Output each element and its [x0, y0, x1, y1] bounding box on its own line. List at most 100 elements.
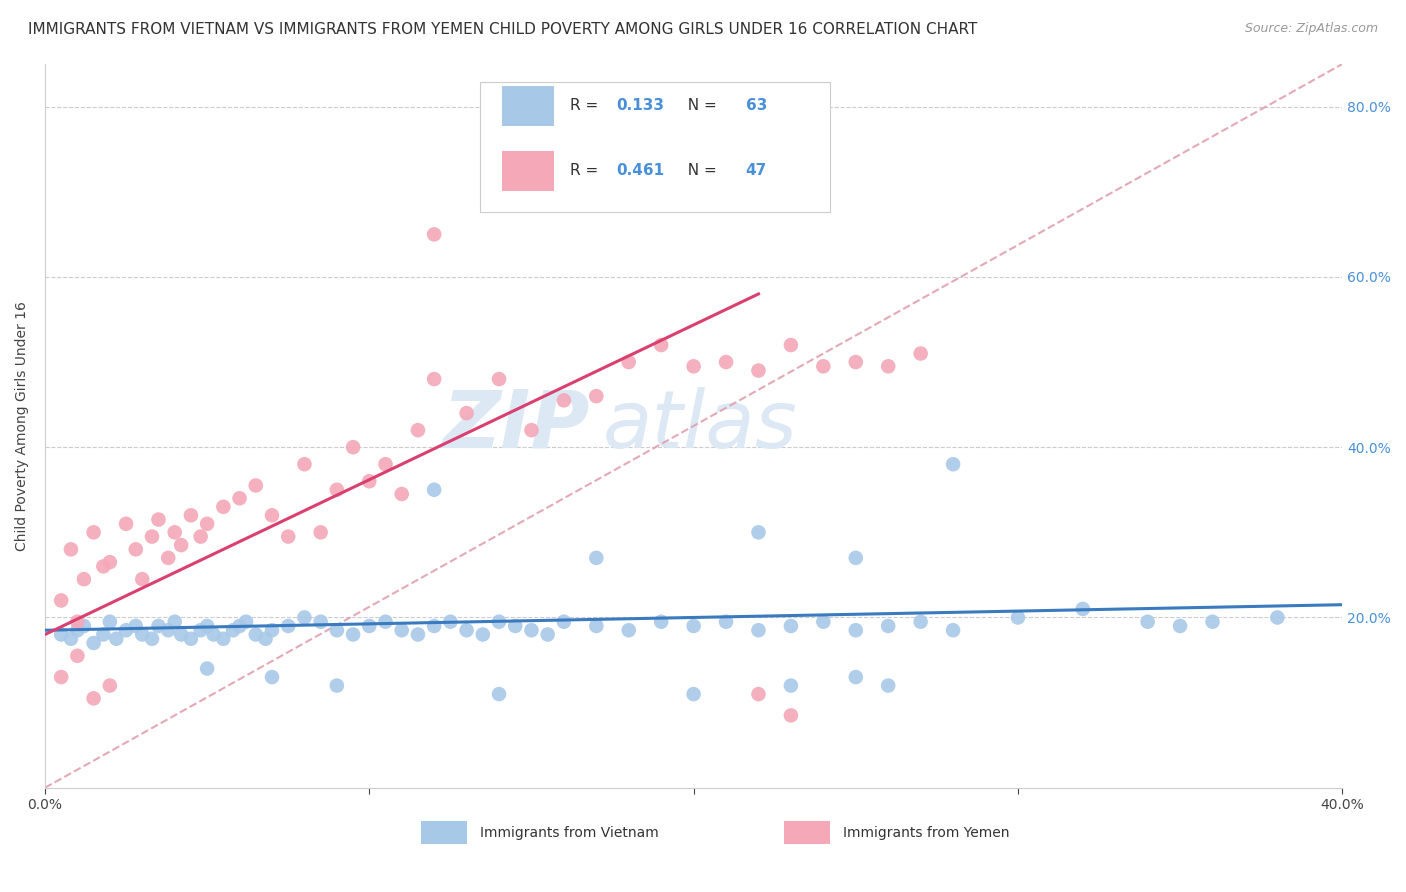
Point	[520, 423, 543, 437]
Point	[163, 615, 186, 629]
Point	[245, 478, 267, 492]
Point	[714, 355, 737, 369]
Point	[195, 619, 218, 633]
Point	[359, 619, 381, 633]
Point	[374, 457, 396, 471]
Bar	[502, 151, 554, 191]
Point	[157, 624, 180, 638]
FancyBboxPatch shape	[479, 82, 830, 212]
Point	[170, 627, 193, 641]
Point	[59, 542, 82, 557]
Point	[813, 615, 835, 629]
Point	[98, 679, 121, 693]
Point	[212, 500, 235, 514]
Point	[391, 624, 413, 638]
Y-axis label: Child Poverty Among Girls Under 16: Child Poverty Among Girls Under 16	[15, 301, 30, 551]
Point	[105, 632, 128, 646]
Point	[222, 624, 245, 638]
Point	[650, 615, 672, 629]
Point	[1267, 610, 1289, 624]
Text: N =: N =	[678, 163, 721, 178]
Point	[190, 530, 212, 544]
Point	[294, 457, 316, 471]
Point	[747, 624, 769, 638]
Point	[157, 550, 180, 565]
Point	[125, 619, 148, 633]
Point	[326, 483, 349, 497]
Point	[682, 359, 704, 374]
Point	[1136, 615, 1159, 629]
Point	[845, 670, 868, 684]
Point	[342, 627, 364, 641]
Point	[148, 512, 170, 526]
Point	[180, 632, 202, 646]
Point	[141, 530, 163, 544]
Point	[456, 406, 478, 420]
Point	[66, 624, 89, 638]
Point	[488, 687, 510, 701]
Point	[260, 508, 283, 523]
Text: Source: ZipAtlas.com: Source: ZipAtlas.com	[1244, 22, 1378, 36]
Point	[148, 619, 170, 633]
Point	[195, 661, 218, 675]
Point	[73, 572, 96, 586]
Point	[51, 593, 73, 607]
Point	[520, 624, 543, 638]
Text: N =: N =	[678, 98, 721, 113]
Point	[235, 615, 257, 629]
Point	[845, 550, 868, 565]
Text: R =: R =	[571, 98, 603, 113]
Point	[406, 423, 429, 437]
Point	[1201, 615, 1223, 629]
Point	[780, 338, 803, 352]
Point	[228, 491, 250, 506]
Point	[170, 538, 193, 552]
Point	[374, 615, 396, 629]
Point	[747, 363, 769, 377]
Point	[131, 627, 153, 641]
Point	[910, 346, 932, 360]
Point	[650, 338, 672, 352]
Point	[180, 508, 202, 523]
Point	[190, 624, 212, 638]
Point	[423, 372, 446, 386]
Point	[877, 679, 900, 693]
Point	[585, 389, 607, 403]
Point	[682, 619, 704, 633]
Bar	[422, 821, 467, 844]
Point	[98, 615, 121, 629]
Point	[406, 627, 429, 641]
Point	[326, 624, 349, 638]
Point	[131, 572, 153, 586]
Point	[585, 550, 607, 565]
Point	[423, 227, 446, 242]
Point	[553, 393, 575, 408]
Point	[66, 648, 89, 663]
Text: ZIP: ZIP	[443, 387, 591, 465]
Point	[260, 670, 283, 684]
Point	[294, 610, 316, 624]
Text: 63: 63	[745, 98, 766, 113]
Point	[359, 475, 381, 489]
Point	[212, 632, 235, 646]
Point	[59, 632, 82, 646]
Point	[780, 708, 803, 723]
Text: IMMIGRANTS FROM VIETNAM VS IMMIGRANTS FROM YEMEN CHILD POVERTY AMONG GIRLS UNDER: IMMIGRANTS FROM VIETNAM VS IMMIGRANTS FR…	[28, 22, 977, 37]
Point	[682, 687, 704, 701]
Point	[423, 619, 446, 633]
Point	[66, 615, 89, 629]
Point	[471, 627, 494, 641]
Point	[877, 359, 900, 374]
Point	[780, 619, 803, 633]
Text: Immigrants from Yemen: Immigrants from Yemen	[842, 826, 1010, 839]
Point	[1007, 610, 1029, 624]
Point	[342, 440, 364, 454]
Point	[228, 619, 250, 633]
Point	[942, 457, 965, 471]
Point	[260, 624, 283, 638]
Point	[93, 559, 115, 574]
Point	[115, 516, 138, 531]
Point	[254, 632, 277, 646]
Point	[83, 525, 105, 540]
Point	[617, 355, 640, 369]
